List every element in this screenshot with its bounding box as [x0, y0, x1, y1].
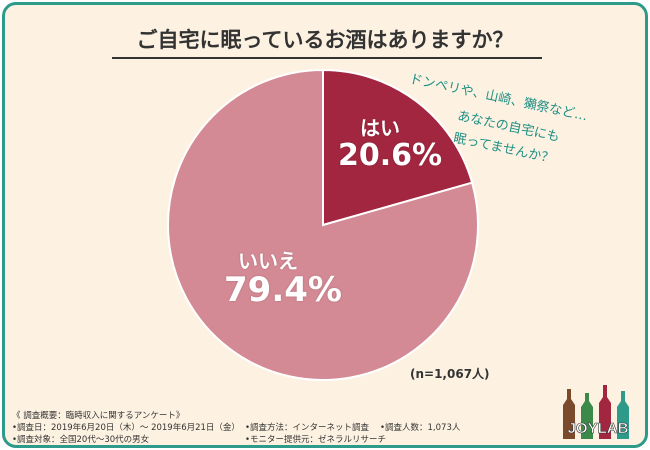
chart-title: ご自宅に眠っているお酒はありますか？ [136, 28, 514, 52]
pie-slice-no [167, 68, 479, 381]
footer-date: •調査日：2019年6月20日（木）～ 2019年6月21日（金） [12, 423, 240, 433]
value-yes: 20.6% [338, 138, 443, 173]
label-no: いいえ [238, 249, 298, 273]
footer-count: •調査人数：1,073人 [380, 423, 461, 433]
title-underline [112, 57, 542, 59]
label-yes: はい [360, 116, 400, 140]
footer-method: •調査方法：インターネット調査 [245, 423, 370, 433]
sample-size: (n=1,067人) [410, 367, 490, 381]
pie-slice-yes [322, 68, 474, 227]
footer-provider: •モニター提供元：ゼネラルリサーチ [245, 435, 387, 445]
logo-text: JOYLAB [568, 420, 629, 437]
value-no: 79.4% [224, 270, 342, 310]
joylab-logo: JOYLAB [563, 385, 629, 439]
footer-target: •調査対象：全国20代～30代の男女 [12, 435, 150, 445]
footer-heading: 《 調査概要：臨時収入に関するアンケート》 [12, 411, 185, 421]
